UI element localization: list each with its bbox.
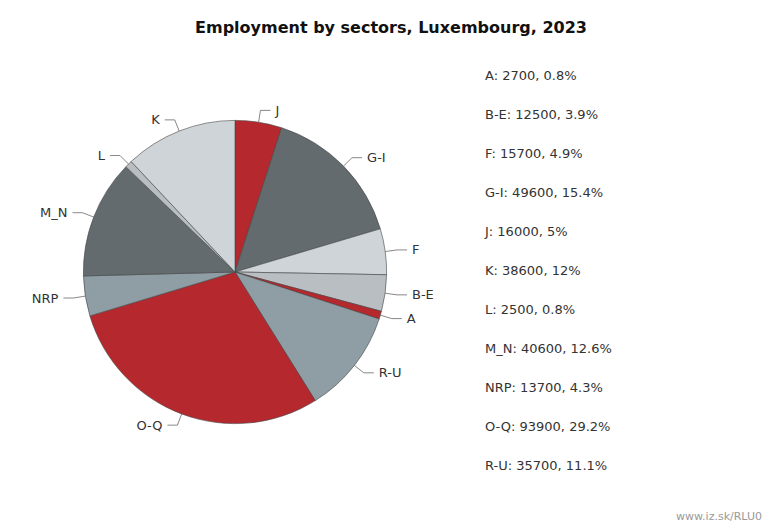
- svg-text:R-U: R-U: [379, 365, 402, 380]
- svg-text:M_N: 40600, 12.6%: M_N: 40600, 12.6%: [485, 341, 612, 356]
- svg-text:G-I: G-I: [367, 150, 386, 165]
- svg-text:R-U: 35700, 11.1%: R-U: 35700, 11.1%: [485, 458, 607, 473]
- svg-text:A: A: [407, 311, 416, 326]
- svg-text:F: 15700, 4.9%: F: 15700, 4.9%: [485, 146, 583, 161]
- svg-text:B-E: 12500, 3.9%: B-E: 12500, 3.9%: [485, 107, 598, 122]
- svg-text:F: F: [412, 242, 419, 257]
- svg-text:G-I: 49600, 15.4%: G-I: 49600, 15.4%: [485, 185, 603, 200]
- svg-text:K: K: [151, 112, 160, 127]
- svg-text:O-Q: O-Q: [136, 418, 162, 433]
- svg-text:M_N: M_N: [40, 205, 67, 220]
- svg-text:J: J: [274, 103, 279, 118]
- svg-text:K: 38600, 12%: K: 38600, 12%: [485, 263, 581, 278]
- svg-text:L: 2500, 0.8%: L: 2500, 0.8%: [485, 302, 575, 317]
- svg-text:www.iz.sk/RLU0: www.iz.sk/RLU0: [676, 510, 762, 523]
- svg-text:J: 16000, 5%: J: 16000, 5%: [484, 224, 568, 239]
- svg-text:Employment by sectors, Luxembo: Employment by sectors, Luxembourg, 2023: [195, 18, 587, 37]
- svg-text:NRP: NRP: [32, 291, 59, 306]
- svg-text:O-Q: 93900, 29.2%: O-Q: 93900, 29.2%: [485, 419, 610, 434]
- svg-text:L: L: [98, 148, 106, 163]
- svg-text:NRP: 13700, 4.3%: NRP: 13700, 4.3%: [485, 380, 603, 395]
- svg-text:B-E: B-E: [412, 287, 434, 302]
- svg-text:A: 2700, 0.8%: A: 2700, 0.8%: [485, 68, 577, 83]
